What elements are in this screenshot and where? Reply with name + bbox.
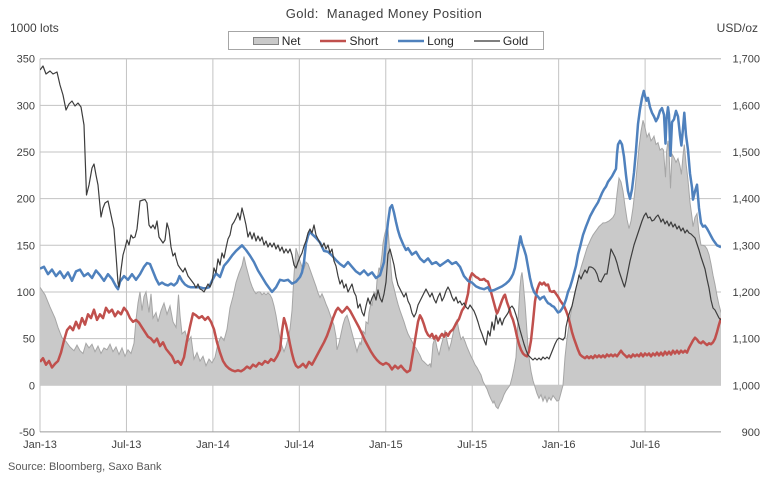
svg-text:1,600: 1,600 [732,100,760,112]
svg-text:50: 50 [23,334,35,346]
svg-text:900: 900 [742,427,760,439]
svg-text:100: 100 [17,287,35,299]
svg-text:350: 350 [17,54,35,66]
svg-text:1,200: 1,200 [732,287,760,299]
svg-text:-50: -50 [19,427,35,439]
svg-text:Jan-16: Jan-16 [542,439,576,451]
svg-text:150: 150 [17,240,35,252]
svg-text:1,400: 1,400 [732,194,760,206]
svg-text:0: 0 [29,380,35,392]
svg-text:Jan-13: Jan-13 [23,439,57,451]
svg-text:Jul-15: Jul-15 [457,439,487,451]
svg-text:1,300: 1,300 [732,240,760,252]
svg-text:200: 200 [17,194,35,206]
svg-text:1,500: 1,500 [732,147,760,159]
svg-text:Jan-14: Jan-14 [196,439,230,451]
svg-text:1,100: 1,100 [732,334,760,346]
svg-text:250: 250 [17,147,35,159]
svg-text:Jul-13: Jul-13 [111,439,141,451]
svg-text:1,700: 1,700 [732,54,760,66]
svg-text:Jul-16: Jul-16 [630,439,660,451]
svg-text:300: 300 [17,100,35,112]
svg-text:Jul-14: Jul-14 [284,439,314,451]
svg-text:Jan-15: Jan-15 [369,439,403,451]
svg-text:1,000: 1,000 [732,380,760,392]
